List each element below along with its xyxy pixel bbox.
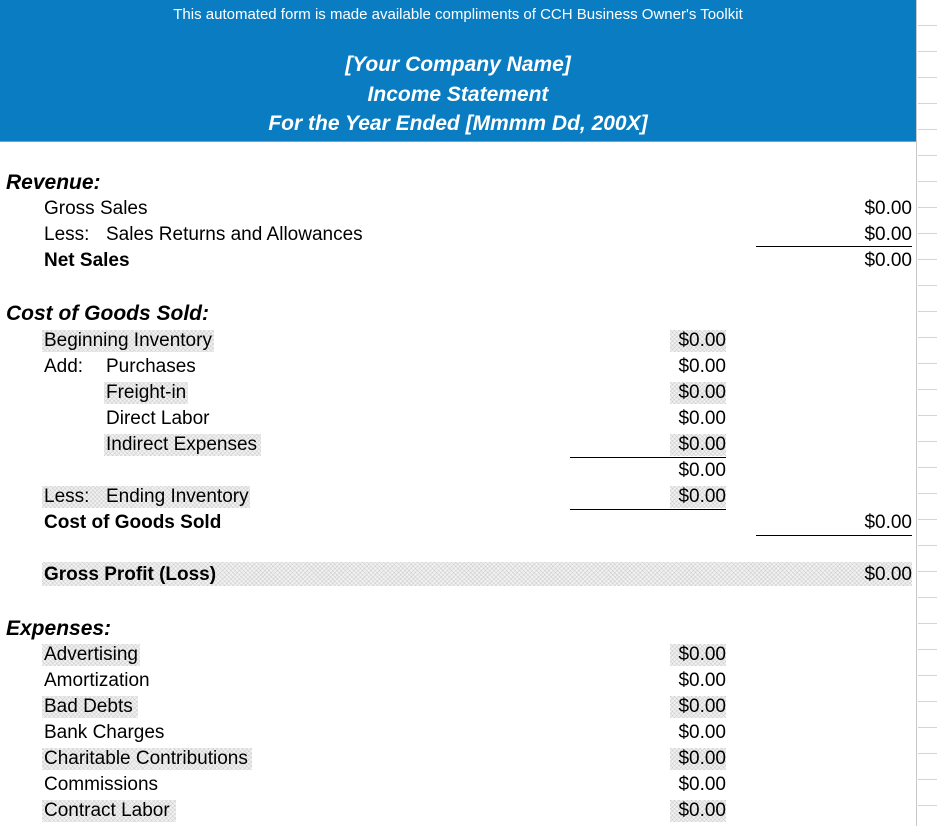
statement-period[interactable]: For the Year Ended [Mmmm Dd, 200X] [268,112,648,135]
expense-label-advertising: Advertising [44,644,138,665]
expense-amount-charitable[interactable]: $0.00 [678,748,726,769]
expense-label-contract-labor: Contract Labor [44,800,170,821]
input-cell-amt-bad-debts[interactable] [670,696,726,718]
expense-label-commissions: Commissions [44,774,159,795]
gross-profit-band [42,562,912,586]
expense-label-bad-debts: Bad Debts [44,696,133,717]
expense-label-bank-charges: Bank Charges [44,722,165,743]
less-label-revenue: Less: [44,224,90,245]
freight-in-label: Freight-in [106,382,187,403]
purchases-label: Purchases [106,356,196,377]
input-cell-contract-labor[interactable] [42,800,176,822]
input-cell-bad-debts[interactable] [42,696,138,718]
company-name[interactable]: [Your Company Name] [345,53,571,76]
gross-sales-amount[interactable]: $0.00 [864,198,912,219]
header-banner: This automated form is made available co… [0,0,916,141]
input-cell-amt-advertising[interactable] [670,644,726,666]
input-cell-charitable[interactable] [42,748,252,770]
input-cell-amt-beginning[interactable] [670,330,726,352]
indirect-expenses-label: Indirect Expenses [106,434,258,455]
cogs-total-amount: $0.00 [864,512,912,533]
freight-in-amount[interactable]: $0.00 [678,382,726,403]
input-cell-amt-charitable[interactable] [670,748,726,770]
gross-sales-label: Gross Sales [44,198,148,219]
gross-profit-amount: $0.00 [864,564,912,585]
add-label: Add: [44,356,84,377]
header-divider [0,141,916,142]
expense-amount-contract-labor[interactable]: $0.00 [678,800,726,821]
spreadsheet-gridlines [916,0,937,826]
purchases-amount[interactable]: $0.00 [678,356,726,377]
input-cell-amt-contract[interactable] [670,800,726,822]
underline-returns [756,246,912,247]
underline-ending [570,509,726,510]
input-cell-amt-freight[interactable] [670,382,726,404]
input-cell-amt-indirect[interactable] [670,434,726,456]
net-sales-amount: $0.00 [864,250,912,271]
cogs-subtotal-amount: $0.00 [678,460,726,481]
underline-cogs-total [756,535,912,536]
input-cell-amt-ending[interactable] [670,486,726,508]
input-cell-beginning-inventory[interactable] [42,330,214,352]
returns-label: Sales Returns and Allowances [106,224,363,245]
expense-label-charitable: Charitable Contributions [44,748,248,769]
cogs-heading: Cost of Goods Sold: [6,302,209,325]
revenue-heading: Revenue: [6,171,101,194]
returns-amount[interactable]: $0.00 [864,224,912,245]
statement-title: Income Statement [367,83,549,106]
direct-labor-amount[interactable]: $0.00 [678,408,726,429]
less-label-cogs: Less: [44,486,90,507]
ending-inventory-label: Ending Inventory [106,486,249,507]
beginning-inventory-label: Beginning Inventory [44,330,212,351]
input-cell-freight-in[interactable] [104,382,188,404]
indirect-expenses-amount[interactable]: $0.00 [678,434,726,455]
direct-labor-label: Direct Labor [106,408,210,429]
input-cell-advertising[interactable] [42,644,140,666]
input-cell-indirect-expenses[interactable] [104,434,261,456]
input-cell-ending-inventory[interactable] [42,486,250,508]
net-sales-label: Net Sales [44,250,130,271]
gross-profit-label: Gross Profit (Loss) [44,564,217,585]
cogs-total-label: Cost of Goods Sold [44,512,222,533]
expenses-heading: Expenses: [6,617,112,640]
expense-label-amortization: Amortization [44,670,150,691]
expense-amount-bank-charges[interactable]: $0.00 [678,722,726,743]
ending-inventory-amount[interactable]: $0.00 [678,486,726,507]
beginning-inventory-amount[interactable]: $0.00 [678,330,726,351]
expense-amount-amortization[interactable]: $0.00 [678,670,726,691]
expense-amount-commissions[interactable]: $0.00 [678,774,726,795]
expense-amount-bad-debts[interactable]: $0.00 [678,696,726,717]
toolkit-note: This automated form is made available co… [173,6,743,23]
expense-amount-advertising[interactable]: $0.00 [678,644,726,665]
underline-indirect [570,457,726,458]
